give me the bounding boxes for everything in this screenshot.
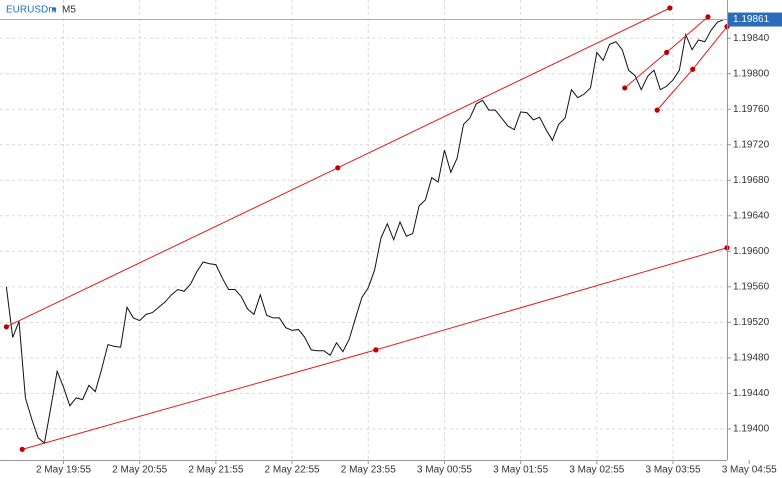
- y-tick-label: 1.19440: [733, 388, 770, 399]
- x-tick-label: 3 May 01:55: [493, 465, 548, 476]
- current-price-label: 1.19861: [733, 14, 770, 25]
- trendline-anchor: [667, 5, 673, 11]
- current-price-box: [728, 12, 782, 27]
- trendline-anchor: [622, 85, 628, 91]
- trendline-anchor: [373, 347, 379, 353]
- trendline-anchor: [19, 446, 25, 452]
- y-tick-label: 1.19680: [733, 175, 770, 186]
- y-tick-label: 1.19400: [733, 424, 770, 435]
- y-tick-label: 1.19640: [733, 210, 770, 221]
- trendline-anchor: [690, 66, 696, 72]
- y-tick-label: 1.19840: [733, 33, 770, 44]
- trendline-anchor: [664, 49, 670, 55]
- symbol[interactable]: EURUSDm: [6, 5, 57, 16]
- x-tick-label: 3 May 04:55: [722, 465, 777, 476]
- trendline-anchor: [654, 107, 660, 113]
- timeframe[interactable]: M5: [62, 5, 76, 16]
- x-tick-label: 3 May 02:55: [569, 465, 624, 476]
- y-tick-label: 1.19480: [733, 353, 770, 364]
- trendline-anchor: [335, 165, 341, 171]
- axes: 1.19840 1.19800 1.19760 1.19720 1.19680 1.196…: [36, 12, 782, 476]
- y-tick-label: 1.19720: [733, 139, 770, 150]
- plot: [0, 5, 730, 452]
- x-tick-label: 2 May 21:55: [188, 465, 243, 476]
- x-tick-label: 3 May 03:55: [646, 465, 701, 476]
- y-tick-label: 1.19560: [733, 281, 770, 292]
- x-tick-label: 2 May 20:55: [112, 465, 167, 476]
- trendline-anchor: [3, 324, 9, 330]
- y-tick-label: 1.19600: [733, 246, 770, 257]
- y-tick-label: 1.19800: [733, 68, 770, 79]
- y-tick-label: 1.19760: [733, 104, 770, 115]
- price-line: [5, 19, 725, 445]
- trendline-anchor: [705, 14, 711, 20]
- dropdown-icon[interactable]: ▾: [52, 4, 57, 14]
- y-tick-label: 1.19520: [733, 317, 770, 328]
- x-tick-label: 3 May 00:55: [417, 465, 472, 476]
- x-tick-label: 2 May 23:55: [341, 465, 396, 476]
- x-tick-label: 2 May 19:55: [36, 465, 91, 476]
- x-tick-label: 2 May 22:55: [265, 465, 320, 476]
- grid: [0, 0, 727, 460]
